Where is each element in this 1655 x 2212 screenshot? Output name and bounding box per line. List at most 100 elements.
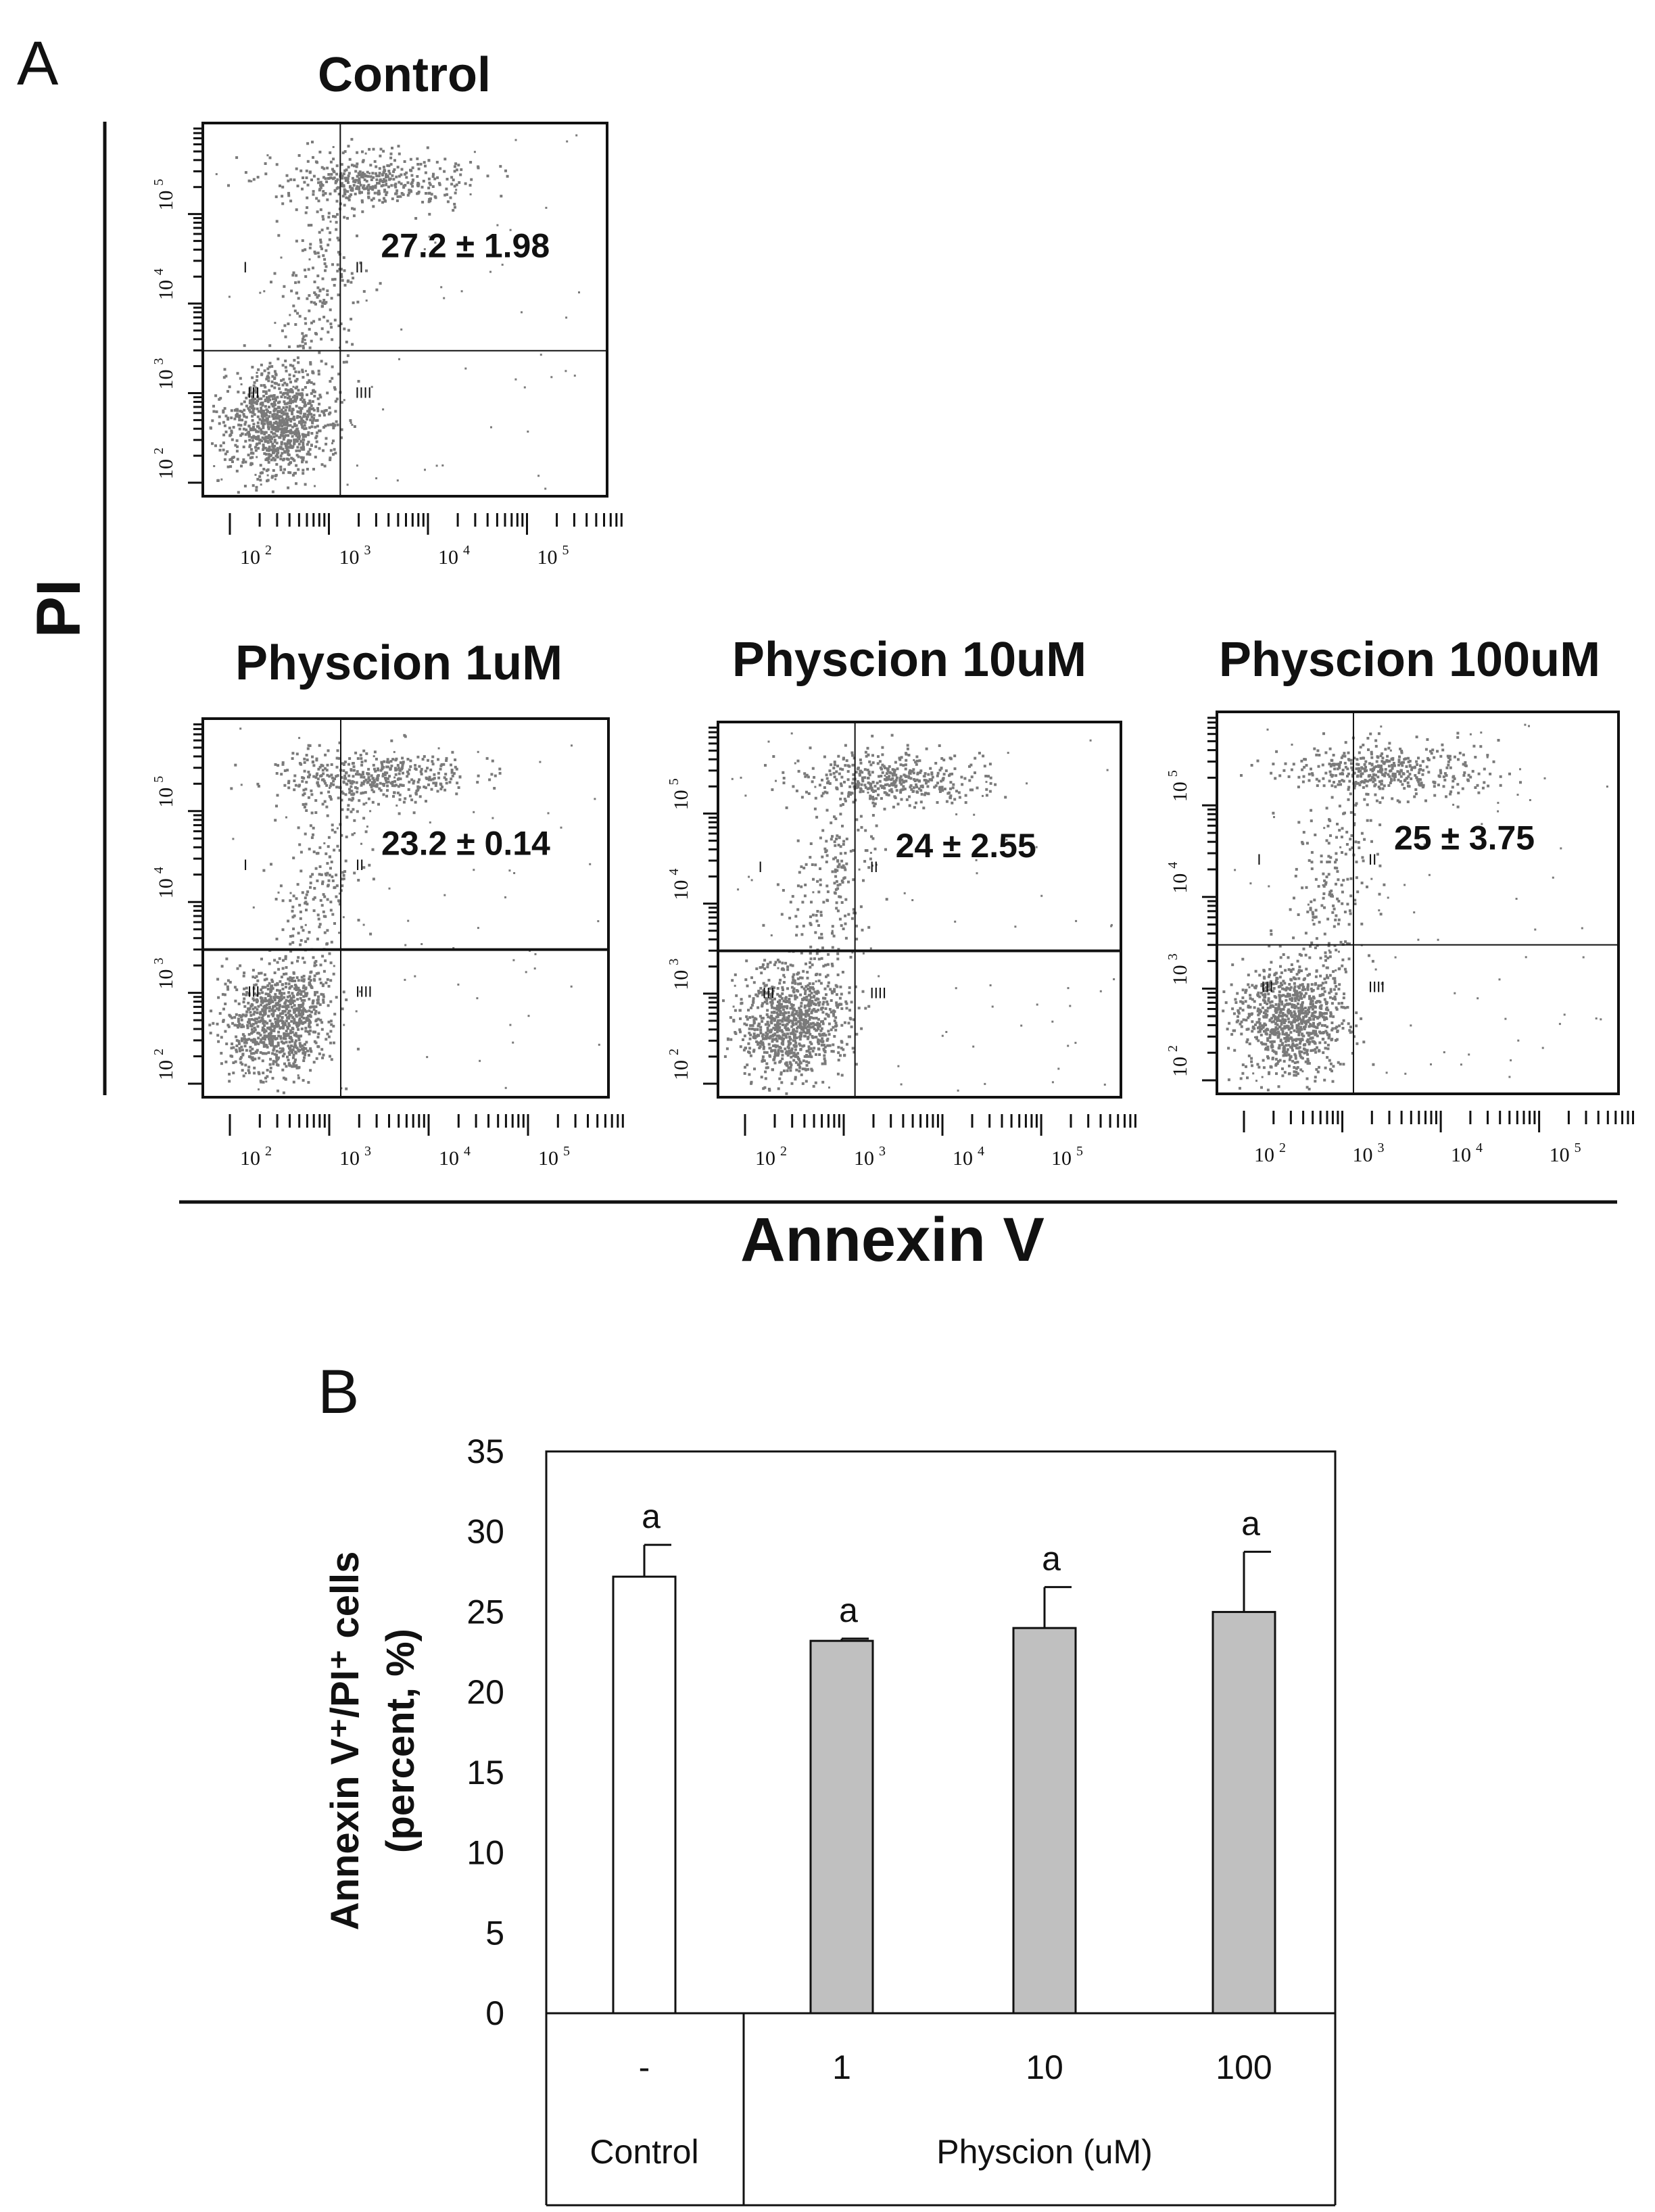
x-tick-label: 10: [538, 1147, 558, 1170]
flow-dot: [301, 393, 304, 397]
flow-dot: [223, 424, 226, 427]
flow-dot: [769, 1016, 772, 1019]
flow-dot: [824, 1007, 828, 1010]
flow-dot: [326, 763, 329, 767]
flow-dot: [428, 212, 431, 216]
flow-dot: [248, 445, 251, 448]
flow-dot: [236, 412, 239, 416]
flow-dot: [936, 774, 939, 777]
flow-dot: [473, 811, 475, 813]
flow-dot: [747, 1009, 750, 1012]
flow-dot: [285, 402, 289, 406]
flow-dot: [323, 842, 326, 844]
flow-dot: [823, 1059, 827, 1063]
flow-dot: [349, 782, 352, 785]
flow-dot: [842, 1048, 845, 1051]
flow-dot: [264, 999, 267, 1003]
flow-dot: [353, 208, 356, 211]
flow-dot: [545, 206, 548, 209]
flow-dot: [360, 842, 362, 845]
flow-dot: [264, 392, 268, 395]
flow-dot: [761, 1034, 764, 1038]
flow-dot: [287, 389, 291, 392]
flow-dot: [347, 166, 350, 169]
flow-dot: [249, 1005, 253, 1008]
flow-dot: [255, 435, 258, 439]
flow-dot: [382, 408, 385, 411]
flow-dot: [920, 792, 924, 796]
flow-dot: [830, 963, 834, 965]
flow-dot: [861, 928, 864, 932]
flow-dot: [303, 181, 306, 184]
flow-dot: [255, 1021, 258, 1025]
flow-dot: [317, 995, 320, 999]
flow-dot: [307, 450, 310, 454]
flow-dot: [766, 1036, 769, 1039]
flow-dot: [881, 753, 884, 756]
flow-dot: [312, 1005, 315, 1009]
flow-dot: [821, 1011, 825, 1014]
flow-dot: [847, 1021, 850, 1025]
flow-dot: [355, 1010, 358, 1013]
flow-dot: [302, 448, 306, 451]
flow-dot: [325, 437, 328, 440]
flow-dot: [452, 947, 455, 949]
flow-dot: [888, 784, 891, 788]
flow-dot: [788, 998, 791, 1001]
flow-dot: [308, 309, 311, 312]
flow-dot: [802, 1013, 806, 1016]
flow-dot: [300, 925, 304, 929]
flow-dot: [341, 790, 343, 794]
flow-dot: [249, 428, 252, 431]
flow-dot: [245, 416, 248, 419]
flow-dot: [284, 986, 287, 989]
flow-dot: [264, 418, 267, 422]
flow-dot: [817, 1047, 820, 1051]
y-tick-label-group: 102: [151, 1049, 177, 1080]
flow-dot: [813, 1008, 816, 1011]
flow-dot: [917, 779, 921, 783]
flow-dot: [266, 154, 269, 157]
flow-dot: [355, 187, 358, 191]
flow-dot: [832, 1050, 835, 1053]
flow-dot: [274, 819, 277, 822]
flow-dot: [805, 773, 809, 777]
flow-dot: [285, 421, 289, 425]
flow-dot: [320, 327, 324, 331]
flow-dot: [825, 1000, 829, 1003]
flow-dot: [815, 997, 819, 1001]
flow-dot: [289, 996, 293, 1000]
flow-dot: [270, 394, 273, 398]
flow-dot: [759, 1032, 763, 1034]
flow-dot: [815, 980, 817, 983]
flow-dot: [825, 809, 829, 812]
flow-dot: [312, 833, 314, 836]
flow-dot: [732, 1005, 735, 1008]
flow-dot: [317, 917, 320, 921]
flow-dot: [251, 1059, 254, 1061]
flow-dot: [254, 386, 258, 389]
flow-dot: [320, 873, 323, 876]
flow-dot: [250, 180, 253, 183]
flow-dot: [247, 1001, 250, 1005]
flow-dot: [267, 992, 270, 996]
flow-dot: [258, 1088, 260, 1090]
flow-dot: [807, 1020, 810, 1024]
flow-dot: [220, 478, 223, 481]
flow-dot: [236, 967, 239, 970]
flow-dot: [825, 773, 828, 777]
flow-dot: [800, 1073, 803, 1076]
flow-dot: [256, 375, 259, 378]
flow-dot: [343, 203, 346, 207]
flow-dot: [347, 798, 351, 801]
flow-dot: [306, 196, 309, 199]
flow-dot: [973, 813, 976, 816]
flow-dot: [808, 1051, 811, 1054]
flow-dot: [312, 956, 315, 959]
flow-dot: [299, 398, 302, 401]
flow-dot: [280, 443, 283, 446]
flow-dot: [252, 1030, 256, 1033]
flow-dot: [291, 1038, 294, 1042]
flow-dot: [363, 178, 366, 181]
flow-dot: [752, 1001, 755, 1004]
